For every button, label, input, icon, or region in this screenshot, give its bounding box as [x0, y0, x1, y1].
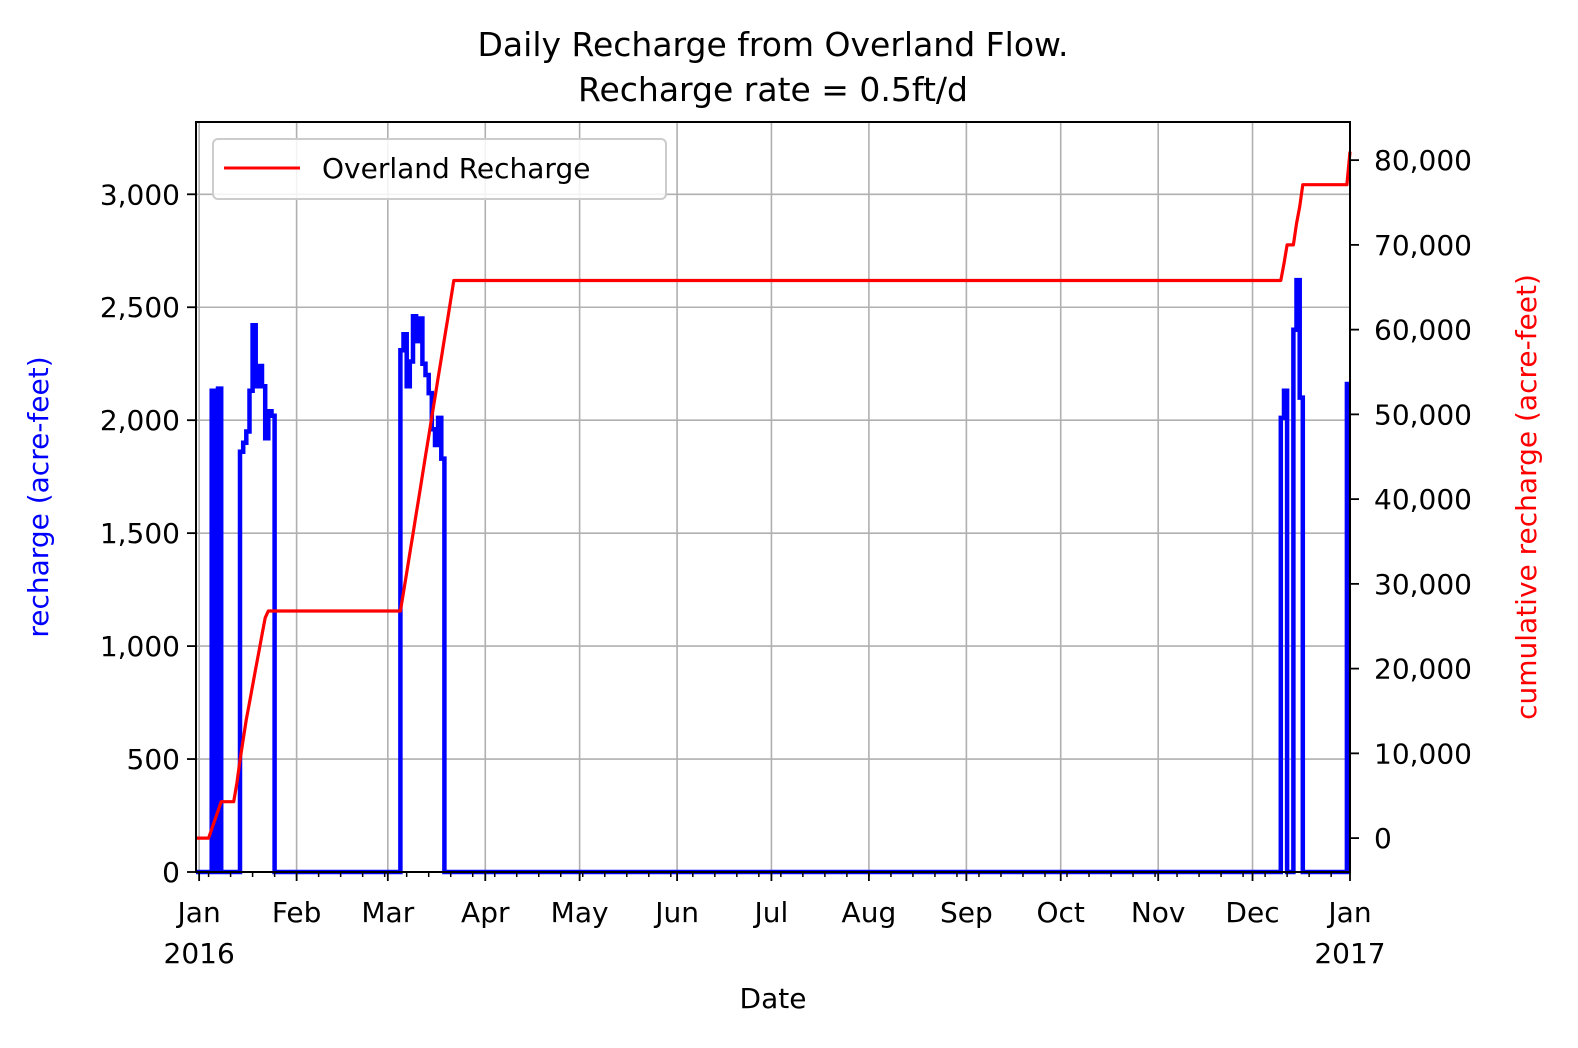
y-tick-label: 2,500: [100, 291, 180, 324]
x-tick-label: Oct: [1037, 896, 1085, 929]
x-axis: Jan 2016 Feb Mar Apr May Jun Jul Aug Sep Oct Nov Dec…: [164, 872, 1386, 970]
y-axis-right: 0 10,000 20,000 30,000 40,000 50,000 60,000 70,…: [1350, 144, 1472, 855]
legend-entry-label: Overland Recharge: [322, 152, 590, 185]
x-tick-label: Nov: [1131, 896, 1186, 929]
x-tick-label: Aug: [842, 896, 897, 929]
x-axis-label: Date: [740, 982, 807, 1015]
y2-tick-label: 40,000: [1374, 483, 1472, 516]
y-tick-label: 500: [127, 743, 180, 776]
y-tick-label: 3,000: [100, 178, 180, 211]
y2-tick-label: 50,000: [1374, 398, 1472, 431]
y-tick-label: 0: [162, 856, 180, 889]
y2-tick-label: 20,000: [1374, 653, 1472, 686]
chart-title-line-2: Recharge rate = 0.5ft/d: [578, 70, 968, 109]
cumulative-recharge-line: [196, 151, 1352, 840]
y2-tick-label: 80,000: [1374, 144, 1472, 177]
x-tick-label: Jul: [753, 896, 789, 929]
x-tick-label: Jan: [176, 896, 221, 929]
legend: Overland Recharge: [212, 138, 667, 200]
x-tick-label: 2017: [1314, 937, 1385, 970]
y2-tick-label: 70,000: [1374, 229, 1472, 262]
y-tick-label: 1,500: [100, 517, 180, 550]
x-tick-label: Jun: [653, 896, 699, 929]
y-axis-left-label: recharge (acre-feet): [22, 356, 55, 637]
y-tick-label: 2,000: [100, 404, 180, 437]
y2-tick-label: 60,000: [1374, 314, 1472, 347]
x-tick-label: Sep: [940, 896, 993, 929]
x-tick-label: Dec: [1225, 896, 1279, 929]
y2-tick-label: 10,000: [1374, 737, 1472, 770]
y2-tick-label: 0: [1374, 822, 1392, 855]
plot-frame: [195, 121, 1351, 873]
chart-title-line-1: Daily Recharge from Overland Flow.: [478, 25, 1069, 64]
y-axis-right-label: cumulative recharge (acre-feet): [1510, 274, 1543, 720]
x-tick-label: Mar: [361, 896, 414, 929]
y-tick-label: 1,000: [100, 630, 180, 663]
x-tick-label: Feb: [272, 896, 322, 929]
legend-box: [212, 138, 667, 200]
y-axis-left: 0 500 1,000 1,500 2,000 2,500 3,000: [100, 178, 196, 889]
x-tick-label: May: [551, 896, 609, 929]
x-tick-label: 2016: [164, 937, 235, 970]
y2-tick-label: 30,000: [1374, 568, 1472, 601]
x-tick-label: Jan: [1326, 896, 1371, 929]
x-tick-label: Apr: [461, 896, 510, 929]
cumulative-series: [196, 151, 1352, 840]
grid: [196, 122, 1351, 872]
